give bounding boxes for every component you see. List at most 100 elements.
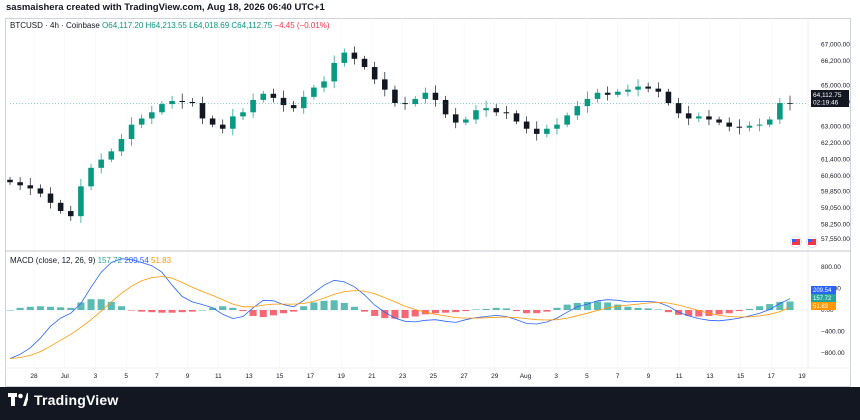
macd-histogram-bar bbox=[340, 302, 348, 310]
macd-histogram-bar bbox=[361, 310, 369, 312]
macd-histogram-bar bbox=[452, 310, 460, 313]
time-tick-label: 17 bbox=[768, 373, 776, 380]
macd-histogram-bar bbox=[259, 310, 267, 318]
candle bbox=[736, 126, 743, 128]
macd-histogram-bar bbox=[16, 307, 24, 310]
price-tick-label: 63,000.00 bbox=[821, 124, 850, 131]
macd-tag-hist: 157.72 bbox=[813, 296, 832, 302]
macd-histogram-bar bbox=[128, 310, 136, 311]
chart-frame bbox=[5, 18, 851, 387]
time-tick-label: Aug bbox=[520, 373, 532, 380]
candle bbox=[645, 86, 651, 89]
macd-histogram-bar bbox=[87, 299, 95, 310]
time-tick-label: Jul bbox=[61, 373, 70, 380]
macd-legend-label[interactable]: MACD (close, 12, 26, 9) bbox=[10, 256, 96, 265]
price-tick-label: 62,200.00 bbox=[821, 140, 850, 147]
macd-legend-hist: 157.72 bbox=[97, 256, 123, 265]
macd-histogram-bar bbox=[776, 301, 784, 310]
candle bbox=[392, 89, 398, 104]
macd-histogram-bar bbox=[371, 310, 379, 316]
open-value: O64,117.20 bbox=[102, 21, 144, 30]
candle bbox=[483, 108, 489, 111]
candle bbox=[128, 124, 135, 140]
candle bbox=[108, 151, 115, 160]
candle bbox=[665, 91, 672, 104]
candle bbox=[533, 128, 540, 134]
macd-tick-label: −400.00 bbox=[821, 329, 845, 336]
price-tag-countdown: 02:19:46 bbox=[813, 100, 839, 107]
close-value: C64,112.75 bbox=[231, 21, 273, 30]
author-credit: sasmaishera created with TradingView.com… bbox=[6, 2, 325, 13]
tradingview-logo-text: TradingView bbox=[34, 392, 119, 408]
macd-histogram-bar bbox=[614, 304, 622, 310]
time-tick-label: 3 bbox=[94, 373, 98, 380]
macd-histogram-bar bbox=[533, 310, 541, 314]
flag-icon[interactable] bbox=[806, 236, 818, 248]
time-tick-label: 28 bbox=[30, 373, 38, 380]
macd-histogram-bar bbox=[67, 307, 75, 310]
price-tick-label: 66,200.00 bbox=[821, 58, 850, 65]
macd-histogram-bar bbox=[695, 310, 703, 317]
candle bbox=[746, 125, 753, 128]
price-tick-label: 58,250.00 bbox=[821, 221, 850, 228]
price-tick-label: 57,550.00 bbox=[821, 236, 850, 243]
candle bbox=[452, 114, 459, 123]
candle bbox=[47, 193, 54, 203]
high-value: H64,213.55 bbox=[145, 21, 187, 30]
macd-histogram-bar bbox=[786, 301, 794, 310]
candle bbox=[57, 202, 64, 212]
candle bbox=[290, 105, 297, 109]
candle bbox=[463, 119, 469, 123]
candle bbox=[503, 112, 510, 114]
macd-legend-macd: 209.54 bbox=[124, 256, 149, 265]
time-tick-label: 13 bbox=[706, 373, 714, 380]
candle bbox=[493, 108, 500, 113]
time-tick-label: 15 bbox=[737, 373, 745, 380]
flag-icon[interactable] bbox=[790, 236, 802, 248]
macd-histogram-bar bbox=[158, 310, 166, 313]
tradingview-logo[interactable]: TradingView bbox=[8, 392, 118, 408]
candle bbox=[149, 112, 155, 119]
macd-histogram-bar bbox=[168, 310, 176, 313]
candle bbox=[635, 86, 641, 90]
candle bbox=[766, 119, 773, 125]
time-tick-label: 9 bbox=[647, 373, 651, 380]
candle bbox=[88, 167, 94, 187]
change-value: −4.45 (−0.01%) bbox=[274, 21, 330, 30]
macd-histogram-bar bbox=[310, 302, 318, 310]
time-tick-label: 7 bbox=[616, 373, 620, 380]
macd-histogram-bar bbox=[6, 310, 14, 311]
macd-histogram-bar bbox=[198, 310, 207, 311]
macd-line bbox=[9, 258, 791, 359]
macd-histogram-bar bbox=[715, 310, 723, 315]
macd-histogram-bar bbox=[46, 306, 55, 310]
candle bbox=[27, 185, 34, 189]
macd-histogram-bar bbox=[350, 306, 358, 310]
macd-histogram-bar bbox=[97, 299, 105, 310]
symbol-name[interactable]: BTCUSD · 4h · Coinbase bbox=[10, 21, 100, 30]
macd-histogram-bar bbox=[512, 310, 521, 312]
macd-histogram-bar bbox=[593, 301, 602, 310]
candle bbox=[412, 98, 418, 105]
macd-histogram-bar bbox=[523, 310, 531, 314]
candle bbox=[179, 100, 185, 102]
time-tick-label: 21 bbox=[368, 373, 376, 380]
signal-line bbox=[9, 276, 791, 359]
macd-legend: MACD (close, 12, 26, 9) 157.72 209.54 51… bbox=[10, 256, 171, 265]
macd-histogram-bar bbox=[107, 301, 115, 310]
macd-histogram-bar bbox=[583, 301, 591, 310]
macd-histogram-bar bbox=[745, 308, 754, 310]
price-tick-label: 60,600.00 bbox=[821, 173, 850, 180]
macd-histogram-bar bbox=[219, 306, 227, 310]
time-tick-label: 29 bbox=[491, 373, 499, 380]
macd-histogram-bar bbox=[401, 310, 409, 319]
macd-histogram-bar bbox=[654, 309, 662, 310]
candles bbox=[7, 46, 793, 223]
candle bbox=[67, 211, 74, 217]
candle bbox=[169, 100, 175, 105]
candle bbox=[584, 98, 591, 107]
candle bbox=[209, 118, 216, 125]
candle bbox=[787, 103, 793, 104]
time-tick-label: 9 bbox=[186, 373, 190, 380]
